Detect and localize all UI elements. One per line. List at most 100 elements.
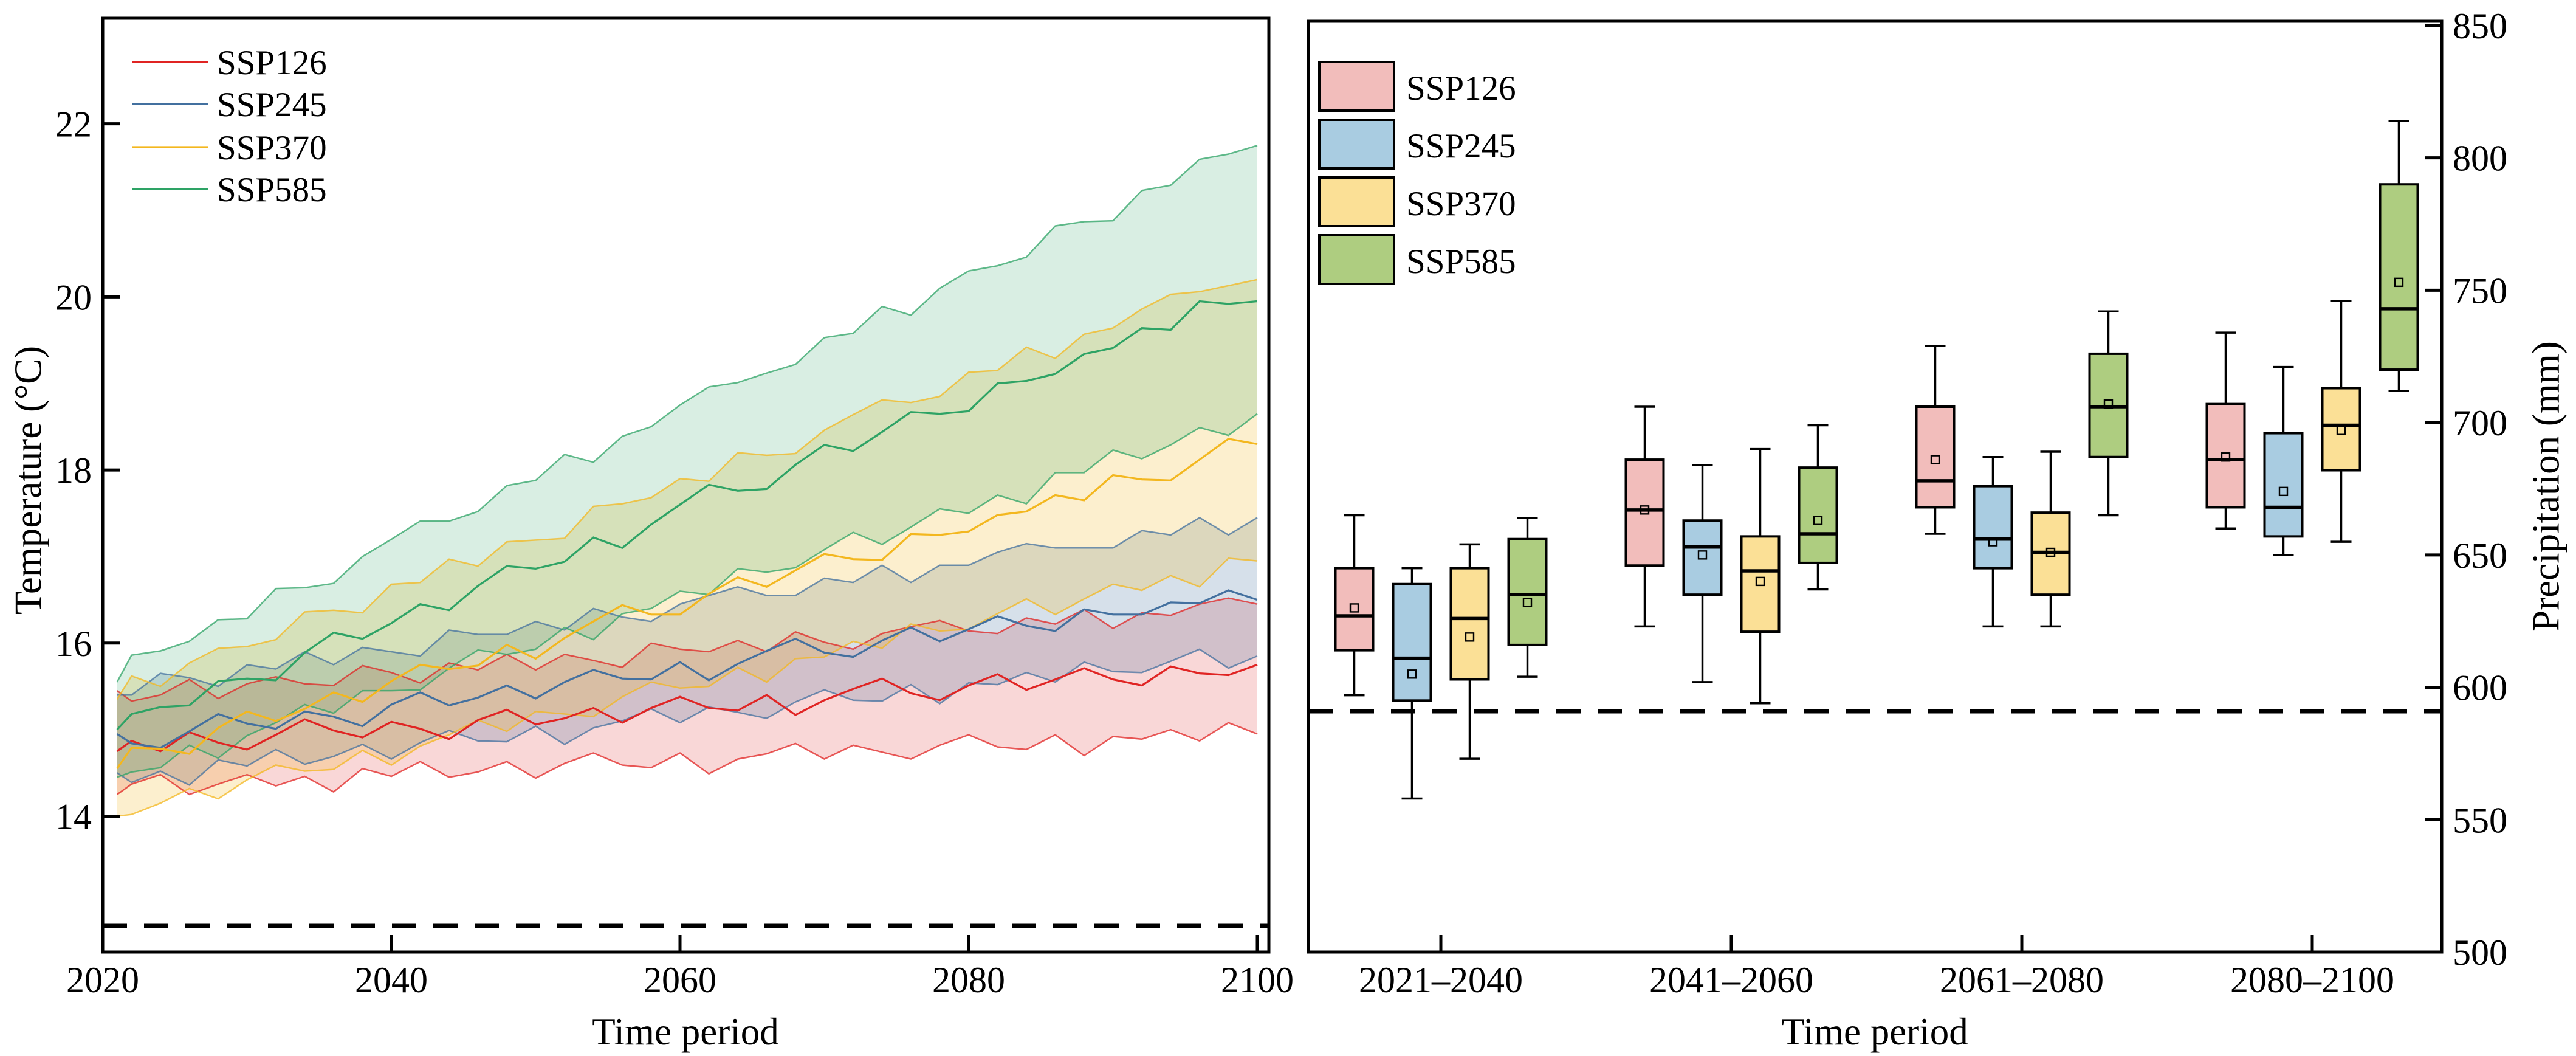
precipitation-x-axis-title: Time period bbox=[1781, 1010, 1968, 1053]
legend-label: SSP370 bbox=[217, 129, 327, 167]
ssp370-box-2041-2060 bbox=[1740, 447, 1781, 705]
iqr-box bbox=[1682, 519, 1723, 596]
legend-label: SSP370 bbox=[1406, 185, 1516, 223]
mean-marker bbox=[1640, 505, 1650, 515]
iqr-box bbox=[1392, 582, 1432, 702]
temperature-y-axis-title: Temperature (°C) bbox=[7, 345, 50, 615]
ssp370-legend-swatch bbox=[1318, 176, 1395, 227]
legend-label: SSP585 bbox=[1406, 243, 1516, 281]
ssp245-legend-swatch bbox=[1318, 119, 1395, 170]
mean-marker bbox=[1988, 537, 1998, 547]
y-tick-label: 14 bbox=[55, 797, 92, 837]
iqr-box bbox=[1334, 567, 1375, 652]
ssp245-box-2061-2080 bbox=[1973, 455, 2013, 628]
y-tick-label: 20 bbox=[55, 277, 92, 317]
ssp585-mean-line bbox=[116, 300, 1258, 731]
legend-item-ssp585: SSP585 bbox=[132, 171, 327, 209]
ssp126-uncertainty-band bbox=[117, 598, 1258, 795]
ssp370-band-low-edge bbox=[117, 557, 1258, 817]
mean-marker bbox=[2336, 426, 2346, 435]
iqr-box bbox=[1798, 466, 1838, 564]
x-tick-label: 2041–2060 bbox=[1649, 960, 1813, 1000]
iqr-box bbox=[1740, 535, 1781, 633]
ssp126-mean-line bbox=[116, 663, 1258, 753]
ssp370-box-2080-2100 bbox=[2321, 300, 2361, 543]
y-tick-label: 600 bbox=[2453, 668, 2507, 708]
legend-label: SSP585 bbox=[217, 171, 327, 209]
mean-marker bbox=[2045, 547, 2056, 557]
ssp245-band-high-edge bbox=[117, 516, 1258, 696]
x-tick-label: 2061–2080 bbox=[1940, 960, 2104, 1000]
legend-label: SSP245 bbox=[217, 86, 327, 124]
mean-marker bbox=[2394, 277, 2404, 288]
precipitation-panel: 2021–2040 2041–2060 2061–2080 2080–2100 500 5… bbox=[1307, 6, 2507, 1000]
iqr-box bbox=[1624, 458, 1665, 567]
ssp245-mean-line bbox=[116, 589, 1258, 749]
legend-label: SSP245 bbox=[1406, 127, 1516, 165]
mean-marker bbox=[1522, 598, 1533, 607]
ssp126-box-2021-2040 bbox=[1334, 514, 1375, 697]
legend-item-ssp126: SSP126 bbox=[132, 44, 327, 82]
mean-marker bbox=[1755, 576, 1765, 587]
x-tick-label: 2021–2040 bbox=[1359, 960, 1523, 1000]
iqr-box bbox=[2263, 432, 2304, 538]
ssp585-band-high-edge bbox=[116, 145, 1258, 683]
temperature-x-axis-title: Time period bbox=[592, 1010, 779, 1053]
legend-item-ssp585: SSP585 bbox=[1318, 234, 1516, 285]
ssp370-mean-line bbox=[116, 438, 1258, 770]
legend-item-ssp370: SSP370 bbox=[132, 129, 327, 167]
mean-marker bbox=[1465, 632, 1475, 642]
legend-item-ssp370: SSP370 bbox=[1318, 176, 1516, 227]
mean-marker bbox=[2221, 452, 2231, 462]
x-tick-label: 2020 bbox=[66, 960, 139, 1000]
ssp245-uncertainty-band bbox=[117, 517, 1258, 785]
y-tick-label: 700 bbox=[2453, 403, 2507, 443]
y-tick-label: 22 bbox=[55, 105, 92, 145]
ssp585-legend-swatch bbox=[1318, 234, 1395, 285]
x-tick-label: 2080 bbox=[932, 960, 1005, 1000]
mean-marker bbox=[1930, 455, 1940, 464]
mean-marker bbox=[2278, 486, 2289, 497]
iqr-box bbox=[2321, 387, 2361, 472]
y-tick-label: 800 bbox=[2453, 139, 2507, 179]
ssp585-box-2061-2080 bbox=[2088, 310, 2129, 517]
mean-marker bbox=[1813, 516, 1823, 525]
y-tick-label: 16 bbox=[55, 624, 92, 664]
mean-marker bbox=[1697, 550, 1708, 560]
ssp370-box-2021-2040 bbox=[1449, 543, 1490, 760]
ssp370-box-2061-2080 bbox=[2030, 450, 2071, 628]
x-tick-label: 2060 bbox=[644, 960, 716, 1000]
y-tick-label: 550 bbox=[2453, 800, 2507, 840]
precipitation-plot-frame bbox=[1307, 19, 2444, 954]
y-tick-label: 500 bbox=[2453, 933, 2507, 973]
iqr-box bbox=[2205, 402, 2246, 509]
iqr-box bbox=[2379, 183, 2419, 371]
legend-label: SSP126 bbox=[1406, 69, 1516, 108]
x-tick-label: 2100 bbox=[1221, 960, 1294, 1000]
ssp245-box-2041-2060 bbox=[1682, 464, 1723, 683]
legend-item-ssp245: SSP245 bbox=[132, 86, 327, 124]
iqr-box bbox=[1973, 485, 2013, 570]
iqr-box bbox=[1449, 567, 1490, 681]
y-tick-label: 650 bbox=[2453, 536, 2507, 576]
y-tick-label: 850 bbox=[2453, 6, 2507, 46]
y-tick-label: 750 bbox=[2453, 271, 2507, 311]
ssp585-box-2021-2040 bbox=[1507, 517, 1548, 678]
ssp126-legend-swatch bbox=[1318, 61, 1395, 112]
x-tick-label: 2040 bbox=[355, 960, 428, 1000]
precipitation-y-axis-title: Precipitation (mm) bbox=[2524, 341, 2567, 632]
iqr-box bbox=[1915, 405, 1956, 509]
ssp126-box-2041-2060 bbox=[1624, 405, 1665, 628]
ssp126-band-low-edge bbox=[116, 722, 1258, 796]
iqr-box bbox=[1507, 537, 1548, 646]
legend-item-ssp126: SSP126 bbox=[1318, 61, 1516, 112]
ssp585-box-2041-2060 bbox=[1798, 424, 1838, 591]
temperature-plot-frame bbox=[101, 16, 1271, 954]
y-tick-label: 18 bbox=[55, 450, 92, 491]
ssp126-box-2080-2100 bbox=[2205, 331, 2246, 530]
mean-marker bbox=[2103, 399, 2114, 409]
legend-item-ssp245: SSP245 bbox=[1318, 119, 1516, 170]
mean-marker bbox=[1407, 669, 1417, 679]
